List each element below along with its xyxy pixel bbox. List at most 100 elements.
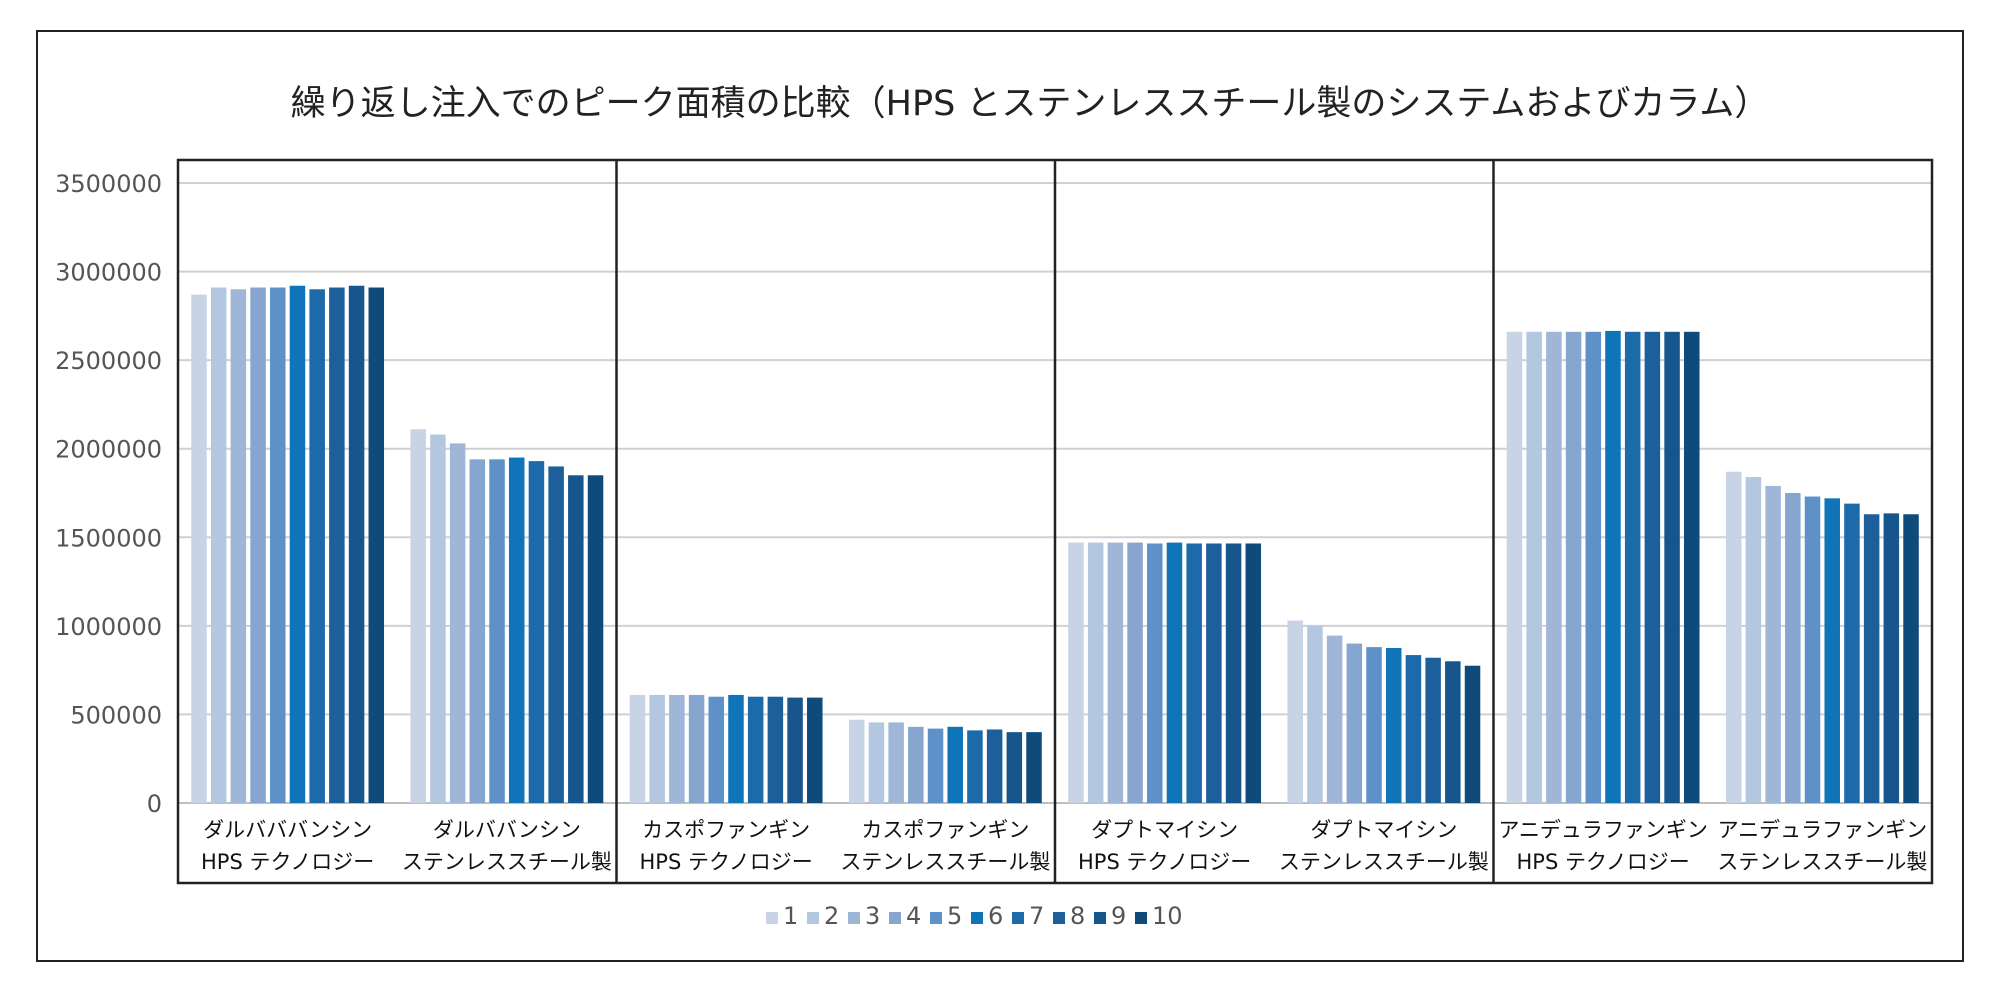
bar [728,694,744,803]
x-category-label: ステンレススチール製 [1717,850,1927,874]
legend-swatch [930,912,942,924]
bar [1026,732,1042,803]
legend-label: 9 [1111,902,1126,930]
bar [1127,542,1143,803]
bar [1725,471,1742,803]
bar [1425,657,1441,803]
bar [669,694,685,803]
legend-swatch [1053,912,1065,924]
bar [1107,542,1124,803]
bar [1245,543,1262,803]
bar [410,429,426,803]
bar [230,289,247,803]
bar [1804,496,1821,803]
legend-label: 7 [1029,902,1044,930]
bar [348,285,365,803]
bar [947,726,963,803]
x-category-label: HPS テクノロジー [1078,850,1251,874]
bar [1745,477,1762,803]
bar [967,730,983,803]
bar [1087,542,1104,803]
legend-label: 10 [1152,902,1183,930]
bar [767,696,784,803]
bar [1624,331,1641,803]
x-category-label: ダプトマイシン [1091,818,1238,842]
chart-title: 繰り返し注入でのピーク面積の比較（HPS とステンレススチール製のシステムおよび… [291,84,1770,124]
bar [986,729,1003,803]
y-tick-label: 1500000 [55,524,162,552]
bar [568,475,584,803]
x-category-label: ステンレススチール製 [402,850,612,874]
bar [1605,330,1621,803]
x-category-label: ダルバババンシン [203,818,372,842]
y-tick-label: 3000000 [55,259,162,287]
bar [1664,331,1680,803]
bar [1326,635,1343,803]
x-category-label: ステンレススチール製 [840,850,1050,874]
bar [1565,331,1582,803]
bar [1225,543,1242,803]
bar [1385,648,1402,803]
legend: 1 2 3 4 5 6 7 8 9 10 [766,902,1183,930]
plot-area [176,158,1934,885]
legend-label: 6 [988,902,1003,930]
legend-label: 2 [824,902,839,930]
bar [807,697,823,803]
bar [1903,514,1919,803]
bar [1765,485,1781,803]
y-tick-label: 0 [147,790,162,818]
x-category-label: HPS テクノロジー [1517,850,1690,874]
legend-swatch [1135,912,1147,924]
legend-swatch [807,912,819,924]
bar [1844,503,1860,803]
y-tick-label: 1000000 [55,613,162,641]
legend-swatch [1012,912,1024,924]
x-category-label: カスポファンギン [861,818,1029,842]
legend-swatch [766,912,778,924]
bar [1006,732,1023,803]
bar [908,726,924,803]
bar [1445,661,1461,803]
legend-label: 1 [783,902,798,930]
bar [289,285,306,803]
y-tick-label: 2000000 [55,436,162,464]
bar [787,697,803,803]
bar [210,287,227,803]
bar [1684,331,1700,803]
bar [1147,543,1163,803]
x-category-label: HPS テクノロジー [201,850,374,874]
bar [489,459,505,803]
bar [368,287,385,803]
bar [1068,542,1084,803]
bar [1644,331,1661,803]
legend-swatch [971,912,983,924]
y-tick-label: 500000 [70,701,162,729]
x-category-label: ダルババンシン [433,818,581,842]
legend-label: 5 [947,902,962,930]
bar [688,694,705,803]
y-tick-label: 2500000 [55,347,162,375]
bar [1346,643,1363,803]
bar [1883,513,1900,803]
y-tick-label: 3500000 [55,170,162,198]
bar [868,722,885,803]
x-category-label: HPS テクノロジー [640,850,813,874]
bar [449,443,466,803]
bar [888,722,904,803]
bar [1785,493,1801,803]
bar [1464,665,1481,803]
legend-swatch [889,912,901,924]
legend-label: 3 [865,902,880,930]
y-axis: 0 500000 1000000 1500000 2000000 2500000 30000… [55,170,162,818]
bar [1166,542,1183,803]
bar [1307,625,1323,803]
bar [469,459,486,803]
bar [1366,647,1382,803]
x-category-label: ステンレススチール製 [1279,850,1489,874]
legend-label: 8 [1070,902,1085,930]
bar [548,466,564,803]
bar [1405,655,1422,803]
bars [191,285,1919,803]
legend-swatch [1094,912,1106,924]
